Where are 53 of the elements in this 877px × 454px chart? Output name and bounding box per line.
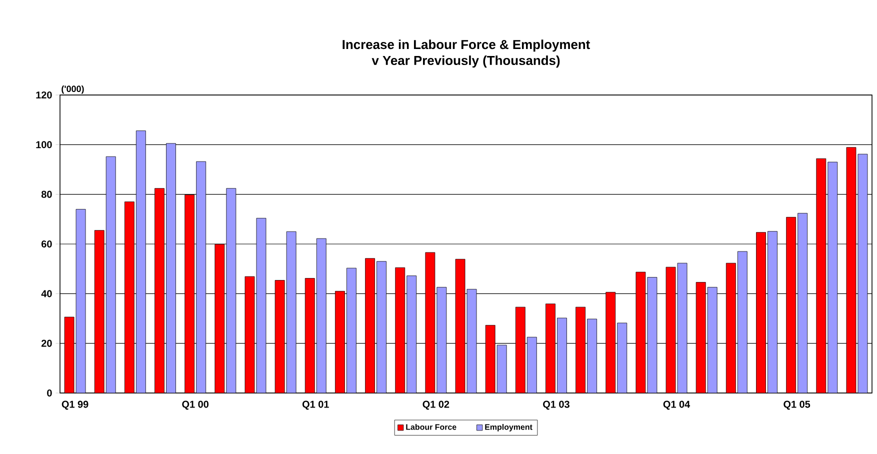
- y-tick-label: 0: [47, 389, 52, 397]
- bar: [365, 258, 375, 393]
- bar: [304, 278, 315, 393]
- bar: [756, 232, 766, 393]
- y-tick-label: 40: [41, 290, 52, 298]
- bar: [515, 306, 526, 393]
- y-axis-title: ('000): [62, 85, 84, 94]
- bar: [214, 244, 225, 393]
- bar: [395, 267, 406, 393]
- bar: [726, 262, 736, 393]
- bar: [786, 216, 796, 393]
- bar: [226, 188, 236, 393]
- bar: [546, 304, 556, 393]
- bar: [557, 318, 567, 393]
- bar: [587, 318, 597, 393]
- x-tick-label: Q1 04: [663, 400, 690, 410]
- y-tick-label: 60: [42, 240, 52, 248]
- bar: [184, 194, 195, 393]
- bar: [316, 238, 326, 393]
- bar: [406, 276, 417, 393]
- bar: [106, 156, 116, 393]
- y-tick-label: 100: [36, 141, 52, 148]
- y-tick-label: 80: [41, 190, 52, 198]
- x-tick-label: Q1 00: [182, 400, 208, 410]
- x-tick-label: Q1 99: [62, 400, 88, 410]
- bar: [606, 292, 616, 393]
- bar: [136, 130, 146, 393]
- bar: [335, 290, 345, 393]
- y-tick-label: 120: [36, 91, 52, 99]
- bar: [816, 158, 826, 393]
- bar: [124, 202, 134, 393]
- bar: [154, 188, 164, 393]
- bar: [707, 287, 718, 393]
- x-tick-label: Q1 02: [422, 400, 450, 410]
- bar: [828, 162, 838, 393]
- bar: [196, 161, 206, 393]
- bar: [376, 261, 386, 393]
- x-tick-label: Q1 01: [302, 400, 329, 410]
- bar: [485, 325, 496, 393]
- bar: [166, 143, 176, 393]
- bar: [768, 231, 778, 393]
- bar: [346, 268, 356, 393]
- bar: [526, 336, 537, 393]
- bar: [617, 322, 628, 393]
- chart-title: Increase in Labour Force & Employment v Year Previously (Thousands): [342, 40, 590, 68]
- bar: [696, 282, 706, 393]
- bar: [576, 306, 586, 393]
- x-tick-label: Q1 03: [543, 400, 570, 410]
- bar: [94, 230, 104, 393]
- bar: [737, 251, 748, 393]
- y-tick-label: 20: [41, 340, 52, 347]
- x-tick-label: Q1 05: [784, 400, 810, 410]
- bar: [798, 213, 808, 393]
